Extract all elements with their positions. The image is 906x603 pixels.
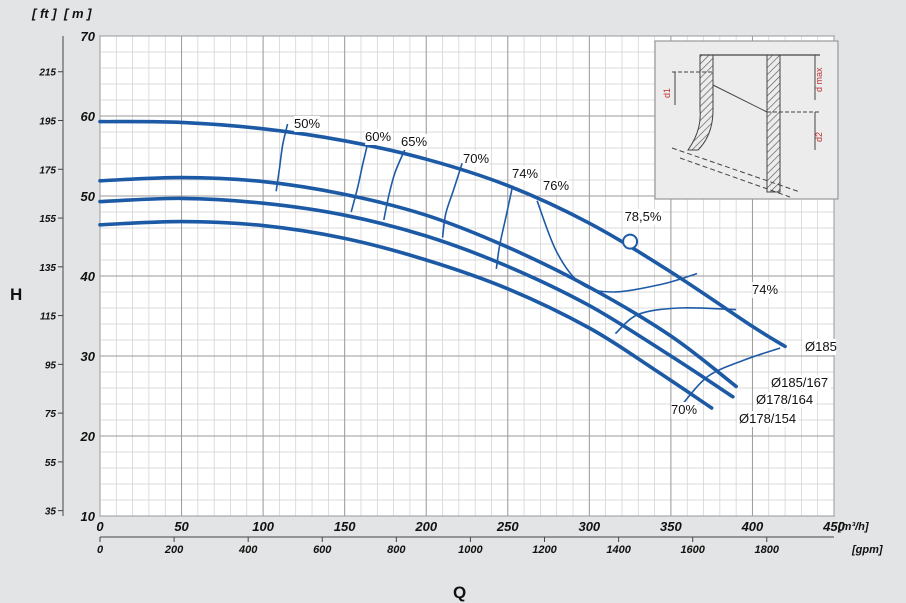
curve-label: Ø185 — [805, 339, 837, 354]
efficiency-line — [441, 162, 463, 238]
x-tick-label: 200 — [414, 519, 437, 534]
y2-tick-label: 35 — [45, 507, 57, 518]
y-tick-label: 60 — [81, 109, 96, 124]
efficiency-label: 76% — [543, 178, 569, 193]
efficiency-line — [350, 137, 370, 213]
head-curve — [98, 196, 735, 399]
efficiency-label-bg — [463, 151, 489, 167]
best-efficiency-label: 78,5% — [625, 209, 662, 224]
x2-tick-label: 1400 — [606, 544, 631, 556]
efficiency-label-bg — [671, 402, 697, 418]
curve-label: Ø178/164 — [756, 392, 813, 407]
x-tick-label: 250 — [496, 519, 519, 534]
x-tick-label: 100 — [252, 519, 274, 534]
curve-label-bg — [769, 375, 831, 391]
curve-label-bg — [754, 392, 816, 408]
efficiency-label: 65% — [401, 134, 427, 149]
head-curve — [98, 119, 787, 349]
x-tick-label: 0 — [96, 519, 104, 534]
x2-tick-label: 800 — [387, 544, 406, 556]
efficiency-line — [683, 347, 781, 403]
curve-label: Ø178/154 — [739, 411, 796, 426]
curve-labels: 50% 60% 65% 70% 74% 76% 74% 70% 78,5% Ø185 Ø185/16… — [294, 116, 837, 427]
y2-tick-label: 215 — [38, 68, 56, 79]
y-unit-primary: [ m ] — [63, 6, 92, 21]
x-axis-label: Q — [453, 583, 466, 602]
y-unit-secondary: [ ft ] — [31, 6, 57, 21]
x2-tick-label: 200 — [164, 544, 184, 556]
x-tick-label: 50 — [174, 519, 189, 534]
efficiency-label-bg — [365, 129, 391, 145]
curve-label-bg — [803, 339, 836, 355]
curve-label: Ø185/167 — [771, 375, 828, 390]
efficiency-label: 60% — [365, 129, 391, 144]
x2-tick-label: 600 — [313, 544, 332, 556]
x-tick-label: 300 — [578, 519, 600, 534]
impeller-inset: d1 d max d2 — [654, 40, 839, 200]
y-tick-label: 10 — [81, 509, 96, 524]
efficiency-label-bg — [401, 134, 427, 150]
efficiency-label: 74% — [512, 166, 538, 181]
head-curve — [98, 219, 714, 410]
curve-label-bg — [737, 411, 799, 427]
y2-tick-label: 55 — [45, 458, 57, 469]
efficiency-label: 74% — [752, 282, 778, 297]
y2-tick-label: 95 — [45, 360, 57, 371]
y2-tick-label: 75 — [45, 409, 57, 420]
x-tick-label: 350 — [660, 519, 682, 534]
inset-label-dmax: d max — [814, 67, 824, 92]
x2-tick-label: 1200 — [532, 544, 557, 556]
efficiency-line — [495, 185, 514, 269]
y-tick-label: 50 — [81, 189, 96, 204]
x2-tick-label: 1600 — [680, 544, 705, 556]
efficiency-label: 70% — [463, 151, 489, 166]
y2-tick-label: 115 — [40, 312, 56, 323]
y2-tick-label: 195 — [39, 117, 56, 128]
efficiency-label-bg — [512, 166, 538, 182]
efficiency-label-bg — [543, 178, 569, 194]
best-efficiency-label-bg — [623, 209, 663, 225]
axes: 0 50 100 150 200 250 300 350 400 450 0 200 400 600 800… — [38, 29, 845, 556]
efficiency-label: 50% — [294, 116, 320, 131]
efficiency-label-bg — [294, 116, 320, 132]
x2-tick-label: 400 — [238, 544, 258, 556]
y-tick-label: 20 — [80, 429, 96, 444]
inset-label-d1: d1 — [662, 88, 672, 98]
y2-tick-label: 135 — [39, 263, 56, 274]
x-tick-label: 400 — [741, 519, 764, 534]
y-axis-label: H — [10, 285, 22, 304]
best-efficiency-marker — [622, 233, 639, 250]
efficiency-line — [383, 145, 408, 221]
x2-tick-label: 1000 — [458, 544, 483, 556]
y-tick-label: 30 — [81, 349, 96, 364]
x-unit-secondary: [gpm] — [851, 544, 883, 556]
y-tick-label: 70 — [81, 29, 96, 44]
y2-tick-label: 155 — [39, 214, 56, 225]
x-tick-label: 450 — [822, 519, 845, 534]
head-curves — [98, 119, 787, 410]
head-curve — [98, 175, 738, 389]
x-unit-primary: [m³/h] — [837, 521, 869, 533]
x-tick-label: 150 — [334, 519, 356, 534]
efficiency-label: 70% — [671, 402, 697, 417]
x2-tick-label: 1800 — [755, 544, 780, 556]
inset-label-d2: d2 — [814, 132, 824, 142]
x2-tick-label: 0 — [97, 544, 104, 556]
y2-tick-label: 175 — [39, 165, 56, 176]
y-tick-label: 40 — [80, 269, 96, 284]
efficiency-lines — [275, 123, 781, 403]
efficiency-label-bg — [752, 282, 778, 298]
